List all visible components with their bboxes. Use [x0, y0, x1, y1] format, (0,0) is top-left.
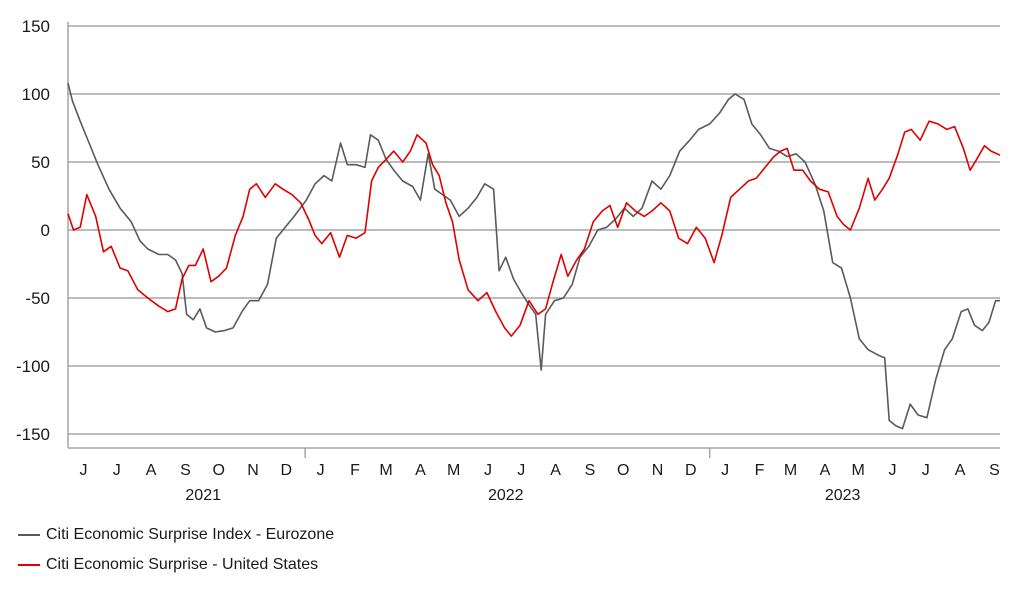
- year-label: 2021: [185, 487, 221, 504]
- y-tick-label: 0: [41, 221, 50, 240]
- x-tick-label: S: [180, 462, 191, 479]
- legend-label-united-states: Citi Economic Surprise - United States: [46, 556, 319, 573]
- x-tick-label: O: [617, 462, 629, 479]
- x-tick-label: J: [317, 462, 325, 479]
- y-tick-label: -50: [25, 289, 50, 308]
- x-tick-label: S: [585, 462, 596, 479]
- x-tick-label: A: [955, 462, 966, 479]
- x-tick-label: J: [889, 462, 897, 479]
- x-tick-label: A: [820, 462, 831, 479]
- y-tick-label: -100: [16, 357, 50, 376]
- legend-item-united-states: Citi Economic Surprise - United States: [18, 550, 334, 580]
- x-tick-label: A: [415, 462, 426, 479]
- x-tick-label: A: [146, 462, 157, 479]
- x-tick-label: N: [652, 462, 664, 479]
- x-tick-label: M: [784, 462, 797, 479]
- y-tick-label: 150: [22, 17, 50, 36]
- x-tick-label: D: [685, 462, 697, 479]
- x-tick-label: J: [517, 462, 525, 479]
- x-tick-label: J: [80, 462, 88, 479]
- year-label: 2023: [825, 487, 861, 504]
- legend-swatch-eurozone: [18, 534, 40, 536]
- legend-item-eurozone: Citi Economic Surprise Index - Eurozone: [18, 520, 334, 550]
- legend: Citi Economic Surprise Index - Eurozone …: [18, 520, 334, 580]
- legend-swatch-united-states: [18, 564, 40, 566]
- x-tick-label: J: [113, 462, 121, 479]
- x-tick-label: S: [989, 462, 1000, 479]
- line-chart: 150 100 50 0 -50 -100 -150 J J A S O N D J F M A M J J A S O N D J…: [16, 17, 1001, 504]
- y-tick-label: 50: [31, 153, 50, 172]
- x-tick-label: O: [212, 462, 224, 479]
- x-tick-label: J: [484, 462, 492, 479]
- x-tick-label: F: [755, 462, 765, 479]
- x-tick-label: J: [922, 462, 930, 479]
- legend-label-eurozone: Citi Economic Surprise Index - Eurozone: [46, 526, 335, 543]
- x-tick-label: M: [851, 462, 864, 479]
- x-tick-label: M: [447, 462, 460, 479]
- x-tick-label: M: [379, 462, 392, 479]
- series-line-eurozone: [67, 82, 1000, 430]
- series-line-united-states: [67, 120, 1001, 337]
- y-tick-label: 100: [22, 85, 50, 104]
- x-tick-label: J: [721, 462, 729, 479]
- x-tick-label: N: [247, 462, 259, 479]
- x-tick-label: F: [350, 462, 360, 479]
- chart-area: 150 100 50 0 -50 -100 -150 J J A S O N D J F M A M J J A S O N D J…: [16, 17, 1001, 504]
- x-tick-label: A: [550, 462, 561, 479]
- year-label: 2022: [488, 487, 524, 504]
- y-tick-label: -150: [16, 425, 50, 444]
- x-tick-label: D: [281, 462, 293, 479]
